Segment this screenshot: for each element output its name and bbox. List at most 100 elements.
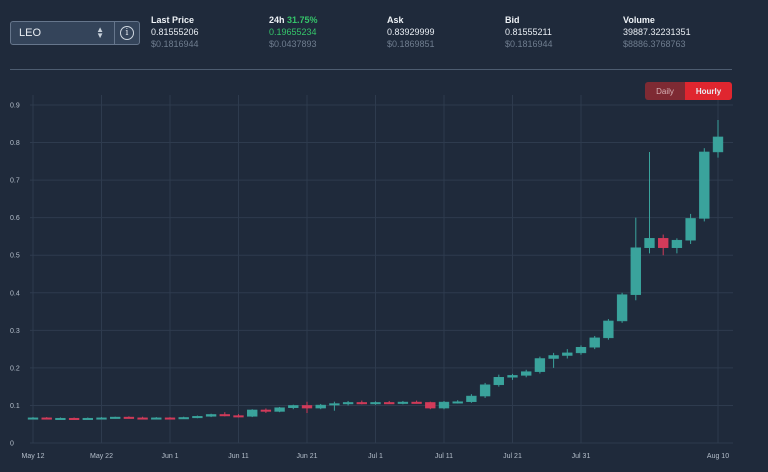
candle xyxy=(685,213,696,244)
info-icon: i xyxy=(120,26,134,40)
asset-select[interactable]: LEO ▲ ▼ i xyxy=(10,21,140,45)
candle-body xyxy=(589,337,600,348)
change-24h-usd: $0.0437893 xyxy=(269,39,317,49)
candle xyxy=(329,401,340,411)
candle-body xyxy=(247,409,258,417)
candle-body xyxy=(534,358,546,372)
candle xyxy=(219,412,230,417)
candle xyxy=(178,416,189,420)
x-tick-label: Jun 1 xyxy=(161,453,178,460)
last-price-value: 0.81555206 xyxy=(151,27,199,37)
candle-body xyxy=(41,417,52,420)
candle-body xyxy=(151,417,162,420)
stat-bid: Bid 0.81555211 $0.1816944 xyxy=(505,14,553,50)
candle-body xyxy=(411,401,422,404)
x-axis: May 12 May 22 Jun 1 Jun 11 Jun 21 Jul 1 Jul 11… xyxy=(22,453,730,460)
candle-body xyxy=(671,239,683,248)
candle-body xyxy=(110,416,121,419)
daily-button[interactable]: Daily xyxy=(645,82,685,100)
y-tick-label: 0.3 xyxy=(10,328,20,335)
y-axis: 0 0.1 0.2 0.3 0.4 0.5 0.6 0.7 0.8 0.9 xyxy=(10,103,20,448)
info-button[interactable]: i xyxy=(115,22,139,44)
asset-select-value: LEO xyxy=(19,27,42,39)
candle xyxy=(466,394,477,403)
last-price-label: Last Price xyxy=(151,15,195,25)
y-tick-label: 0.4 xyxy=(10,290,20,297)
candle xyxy=(301,401,313,413)
candle-body xyxy=(342,402,354,405)
candle-body xyxy=(438,401,450,409)
candle-body xyxy=(329,403,340,406)
candle-body xyxy=(562,352,573,356)
volume-value: 39887.32231351 xyxy=(623,27,691,37)
candle-body xyxy=(205,414,217,417)
candle-body xyxy=(96,417,107,420)
candle-body xyxy=(425,402,436,409)
candle-body xyxy=(274,407,285,412)
candle-body xyxy=(712,136,724,153)
x-tick-label: May 22 xyxy=(90,453,113,460)
candle-body xyxy=(55,417,66,420)
y-tick-label: 0.8 xyxy=(10,140,20,147)
bid-usd: $0.1816944 xyxy=(505,39,553,49)
candle xyxy=(411,400,422,404)
y-tick-label: 0.1 xyxy=(10,403,20,410)
x-tick-label: May 12 xyxy=(22,453,45,460)
candle-body xyxy=(603,320,614,339)
candle-body xyxy=(521,371,532,376)
candle xyxy=(630,217,641,301)
candle-body xyxy=(233,415,244,418)
candle-body xyxy=(356,402,367,405)
candle xyxy=(68,417,80,420)
stat-24h: 24h 31.75% 0.19655234 $0.0437893 xyxy=(269,14,318,50)
candle-body xyxy=(82,417,93,420)
candle xyxy=(27,417,39,420)
candles xyxy=(27,120,724,420)
stat-volume: Volume 39887.32231351 $8886.3768763 xyxy=(623,14,691,50)
y-tick-label: 0.9 xyxy=(10,103,20,110)
hourly-button[interactable]: Hourly xyxy=(685,82,732,100)
candle-body xyxy=(192,416,203,419)
candle xyxy=(342,400,354,406)
candle xyxy=(151,417,162,420)
ask-label: Ask xyxy=(387,15,404,25)
x-tick-label: Jun 11 xyxy=(228,453,249,460)
price-chart[interactable]: 0 0.1 0.2 0.3 0.4 0.5 0.6 0.7 0.8 0.9 May 12 May 2… xyxy=(0,95,768,472)
candle xyxy=(479,382,491,398)
volume-usd: $8886.3768763 xyxy=(623,39,686,49)
candle xyxy=(384,400,395,405)
candle xyxy=(521,369,532,378)
candle xyxy=(452,400,463,404)
change-24h-label: 24h xyxy=(269,15,285,25)
candle-body xyxy=(630,247,641,295)
candle-body xyxy=(699,151,710,219)
candle xyxy=(315,403,326,410)
bid-label: Bid xyxy=(505,15,520,25)
ask-value: 0.83929999 xyxy=(387,27,435,37)
candle xyxy=(260,408,272,413)
candle xyxy=(137,416,148,420)
candle-body xyxy=(507,375,518,378)
candle xyxy=(644,151,655,254)
x-tick-label: Aug 10 xyxy=(707,453,729,460)
y-tick-label: 0.6 xyxy=(10,215,20,222)
candle-body xyxy=(384,402,395,405)
candle xyxy=(575,345,587,355)
y-tick-label: 0.5 xyxy=(10,253,20,260)
change-24h-pct: 31.75% xyxy=(287,15,318,25)
candle xyxy=(658,234,669,256)
candle xyxy=(562,349,573,359)
candle xyxy=(397,400,409,405)
asset-dropdown[interactable]: LEO ▲ ▼ xyxy=(11,22,115,44)
candle-body xyxy=(452,401,463,404)
candle-body xyxy=(260,409,272,412)
candle xyxy=(96,417,107,420)
candle xyxy=(274,406,285,413)
candle-body xyxy=(27,417,39,420)
x-tick-label: Jul 21 xyxy=(503,453,522,460)
candle-body xyxy=(548,355,559,359)
candle xyxy=(548,352,559,368)
candle xyxy=(370,401,381,405)
candle-body xyxy=(164,417,176,420)
stat-ask: Ask 0.83929999 $0.1869851 xyxy=(387,14,435,50)
